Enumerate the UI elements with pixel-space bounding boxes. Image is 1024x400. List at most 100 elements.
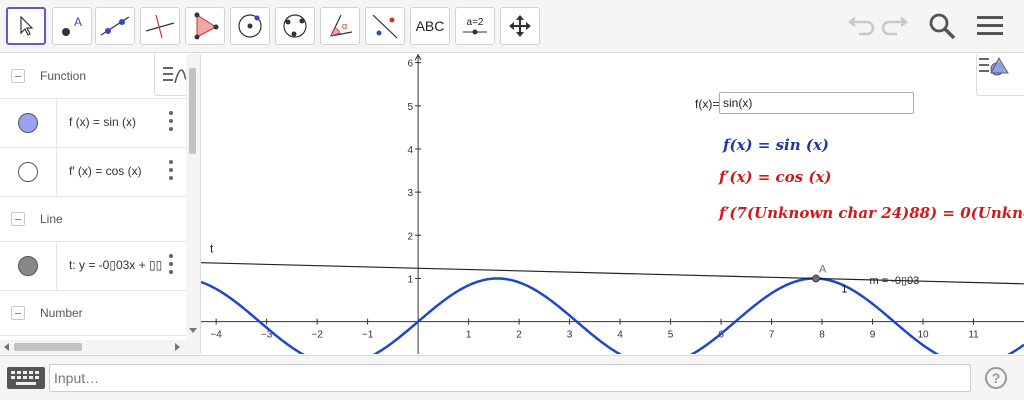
x-tick-label: 8 (819, 330, 825, 341)
y-tick-label: 2 (408, 231, 414, 242)
x-tick-label: 7 (769, 330, 775, 341)
x-tick-label: 11 (968, 330, 979, 341)
y-axis-arrow (414, 54, 422, 61)
x-tick-label: −3 (261, 330, 273, 341)
scroll-left-icon[interactable] (4, 343, 9, 351)
visibility-marble-icon[interactable] (18, 256, 38, 276)
point-tool-button[interactable]: A (52, 7, 92, 45)
scrollbar-thumb[interactable] (189, 68, 196, 154)
text-tool-label: ABC (415, 18, 445, 34)
text-fprime-evaluation[interactable]: f′(7(Unknown char 24)88) = 0(Unknown (719, 204, 1024, 222)
algebra-view[interactable]: Function f (x) = sin (x) f′ (x) = cos (x… (0, 54, 201, 354)
algebra-input[interactable] (50, 365, 970, 391)
x-tick-label: −1 (362, 330, 374, 341)
group-header-number[interactable]: Number (0, 291, 186, 336)
circle-center-icon (238, 14, 262, 38)
algebra-formula-fprime[interactable]: f′ (x) = cos (x) (69, 164, 142, 178)
graphics-style-icon (979, 56, 1009, 76)
function-inputbox[interactable]: sin(x) (719, 92, 914, 114)
perpendicular-line-icon (145, 14, 175, 39)
scrollbar-thumb[interactable] (14, 343, 82, 351)
sine-curve[interactable] (201, 277, 1024, 354)
help-icon[interactable]: ? (985, 367, 1007, 389)
x-tick-label: 3 (567, 330, 573, 341)
more-options-icon[interactable] (166, 111, 176, 135)
collapse-icon[interactable] (11, 212, 25, 226)
x-tick-label: −2 (311, 330, 323, 341)
more-options-icon[interactable] (166, 160, 176, 184)
algebra-formula-f[interactable]: f (x) = sin (x) (69, 115, 137, 129)
visibility-marble-icon[interactable] (18, 113, 38, 133)
redo-button[interactable] (876, 8, 916, 44)
text-tool-button[interactable]: ABC (410, 7, 450, 45)
more-options-icon[interactable] (166, 254, 176, 278)
point-a-label: A (819, 263, 827, 275)
y-tick-label: 1 (408, 274, 414, 285)
circle-three-points-tool-button[interactable] (275, 7, 315, 45)
x-tick-label: −4 (210, 330, 222, 341)
reflect-tool-button[interactable] (365, 7, 405, 45)
group-label-line: Line (40, 212, 63, 226)
graphics-style-button[interactable] (976, 54, 1024, 96)
scroll-right-icon[interactable] (175, 343, 180, 351)
point-icon: A (62, 15, 82, 36)
x-tick-label: 9 (870, 330, 876, 341)
scroll-down-icon[interactable] (189, 328, 197, 333)
line-tool-button[interactable] (95, 7, 135, 45)
text-f-definition[interactable]: f(x) = sin (x) (723, 136, 830, 154)
tangent-line-t[interactable] (201, 262, 1024, 285)
search-button[interactable] (922, 8, 962, 44)
move-arrows-icon (509, 15, 531, 37)
x-tick-label: 1 (466, 330, 472, 341)
cursor-arrow-icon (20, 15, 34, 36)
point-a[interactable] (812, 274, 820, 283)
text-fprime-definition[interactable]: f′(x) = cos (x) (719, 168, 832, 186)
circle-center-tool-button[interactable] (230, 7, 270, 45)
slider-tool-button[interactable]: a=2 (455, 7, 495, 45)
line-t-label: t (210, 242, 214, 256)
keyboard-icon[interactable] (7, 367, 45, 389)
group-label-function: Function (40, 69, 87, 83)
search-icon (929, 13, 956, 40)
algebra-vertical-scrollbar[interactable] (186, 54, 200, 354)
visibility-marble-icon[interactable] (18, 162, 38, 182)
algebra-horizontal-scrollbar[interactable] (0, 340, 186, 354)
x-tick-label: 5 (668, 330, 674, 341)
angle-icon: α (329, 14, 353, 37)
algebra-item-fprime[interactable]: f′ (x) = cos (x) (0, 148, 186, 197)
collapse-icon[interactable] (11, 306, 25, 320)
point-tool-label: A (74, 15, 82, 29)
reflect-icon (372, 14, 398, 39)
main-menu-button[interactable] (970, 8, 1010, 44)
menu-icon (977, 16, 1003, 35)
y-tick-label: 4 (408, 145, 414, 156)
algebra-item-f[interactable]: f (x) = sin (x) (0, 99, 186, 148)
undo-button[interactable] (840, 8, 880, 44)
slope-label: m = -0▯03 (870, 275, 920, 287)
perpendicular-line-tool-button[interactable] (140, 7, 180, 45)
input-bar: ? (0, 355, 1024, 400)
move-tool-button[interactable] (6, 7, 46, 45)
algebra-formula-t[interactable]: t: y = -0▯03x + ▯▯ (69, 258, 163, 272)
line-icon (100, 16, 130, 36)
x-tick-label: 2 (516, 330, 522, 341)
group-label-number: Number (40, 306, 83, 320)
angle-tool-button[interactable]: α (320, 7, 360, 45)
polygon-tool-button[interactable] (185, 7, 225, 45)
undo-icon (847, 17, 875, 36)
toolbar: A α (0, 0, 1024, 53)
group-header-line[interactable]: Line (0, 197, 186, 242)
slope-run-label: 1 (841, 283, 847, 295)
group-header-function[interactable]: Function (0, 54, 186, 99)
graphics-view[interactable]: −4 −3 −2 −1 1 2 3 4 5 6 7 8 9 10 11 1 2 3 4 5 6 A t m = -0▯0… (201, 54, 1024, 354)
algebra-item-t[interactable]: t: y = -0▯03x + ▯▯ (0, 242, 186, 291)
circle-three-points-icon (283, 14, 307, 38)
angle-tool-label: α (342, 21, 347, 31)
y-tick-label: 6 (408, 59, 414, 70)
polygon-icon (194, 12, 219, 40)
redo-icon (881, 17, 909, 36)
collapse-icon[interactable] (11, 69, 25, 83)
move-graphics-tool-button[interactable] (500, 7, 540, 45)
